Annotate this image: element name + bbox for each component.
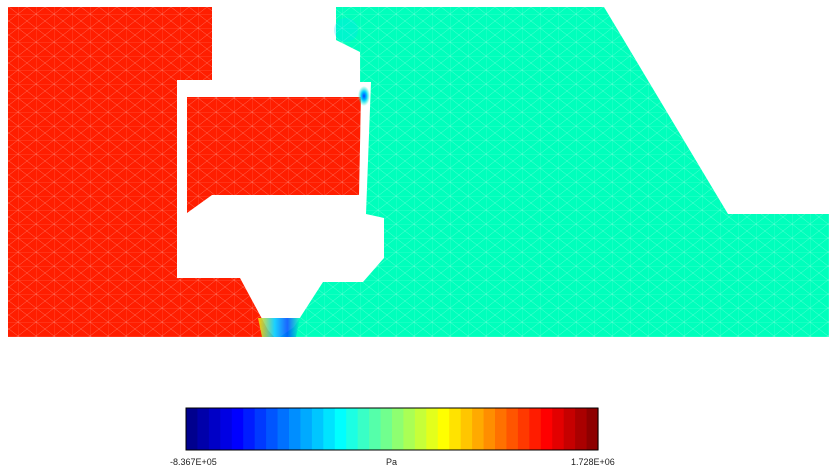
gradient-hotspots <box>258 18 370 337</box>
colorbar-unit-label: Pa <box>386 457 398 467</box>
top-gap-zone <box>334 18 358 42</box>
colorbar-min-label: -8.367E+05 <box>170 457 217 467</box>
mesh-overlay <box>8 7 829 337</box>
gap-stagnation-zone <box>358 86 370 106</box>
colorbar-max-label: 1.728E+06 <box>571 457 615 467</box>
orifice-gradient-zone <box>258 318 300 337</box>
